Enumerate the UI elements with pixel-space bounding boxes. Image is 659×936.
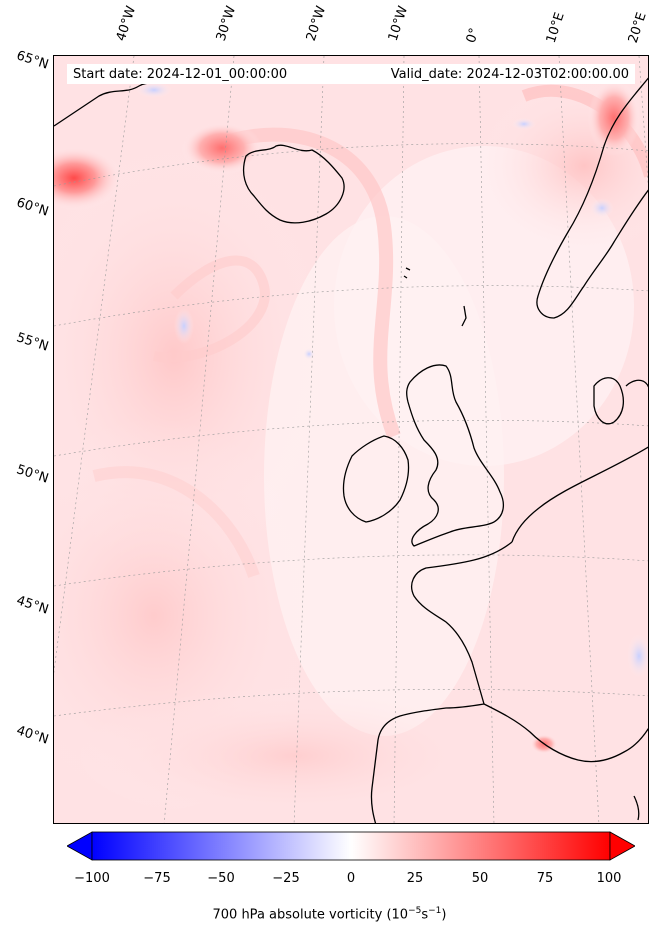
- coastlines: [54, 75, 648, 823]
- colorbar-gradient: [91, 831, 611, 861]
- lon-label-10e: 10°E: [543, 10, 568, 46]
- lon-label-30w: 30°W: [213, 4, 240, 43]
- start-date-label: Start date: 2024-12-01_00:00:00: [73, 66, 288, 82]
- colorbar-label-text: 700 hPa absolute vorticity (10: [212, 907, 409, 923]
- colorbar-tick: 25: [406, 871, 424, 886]
- lat-label-60n: 60°N: [14, 195, 51, 220]
- colorbar-label-mid: s: [421, 907, 429, 923]
- lat-label-45n: 45°N: [14, 593, 51, 618]
- lon-label-10w: 10°W: [385, 4, 412, 43]
- lat-label-65n: 65°N: [14, 48, 51, 73]
- colorbar-tick: −25: [272, 871, 300, 886]
- colorbar-label: 700 hPa absolute vorticity (10−5s−1): [0, 906, 659, 922]
- map-info-header: Start date: 2024-12-01_00:00:00 Valid_da…: [67, 64, 635, 84]
- map-frame: [53, 55, 649, 824]
- colorbar-label-end: ): [441, 907, 447, 923]
- colorbar-label-exp1: −5: [408, 906, 422, 916]
- lon-label-40w: 40°W: [113, 4, 140, 43]
- colorbar-tick: 75: [536, 871, 554, 886]
- vorticity-field: [54, 56, 648, 823]
- colorbar-tick: −100: [74, 871, 110, 886]
- colorbar-extend-max: [609, 831, 635, 861]
- colorbar-tick: 0: [346, 871, 356, 886]
- colorbar-label-exp2: −1: [428, 906, 442, 916]
- lat-label-40n: 40°N: [14, 723, 51, 748]
- lon-label-20w: 20°W: [303, 4, 330, 43]
- colorbar-tick: 100: [596, 871, 622, 886]
- graticule: [54, 56, 648, 823]
- valid-date-label: Valid_date: 2024-12-03T02:00:00.00: [390, 66, 629, 82]
- lon-label-20e: 20°E: [625, 10, 650, 46]
- colorbar-tick: 50: [471, 871, 489, 886]
- lat-label-50n: 50°N: [14, 462, 51, 487]
- colorbar-tick: −50: [207, 871, 235, 886]
- colorbar: [67, 831, 635, 861]
- lat-label-55n: 55°N: [14, 330, 51, 355]
- colorbar-extend-min: [67, 831, 93, 861]
- lon-label-0: 0°: [463, 26, 483, 45]
- colorbar-tick: −75: [143, 871, 171, 886]
